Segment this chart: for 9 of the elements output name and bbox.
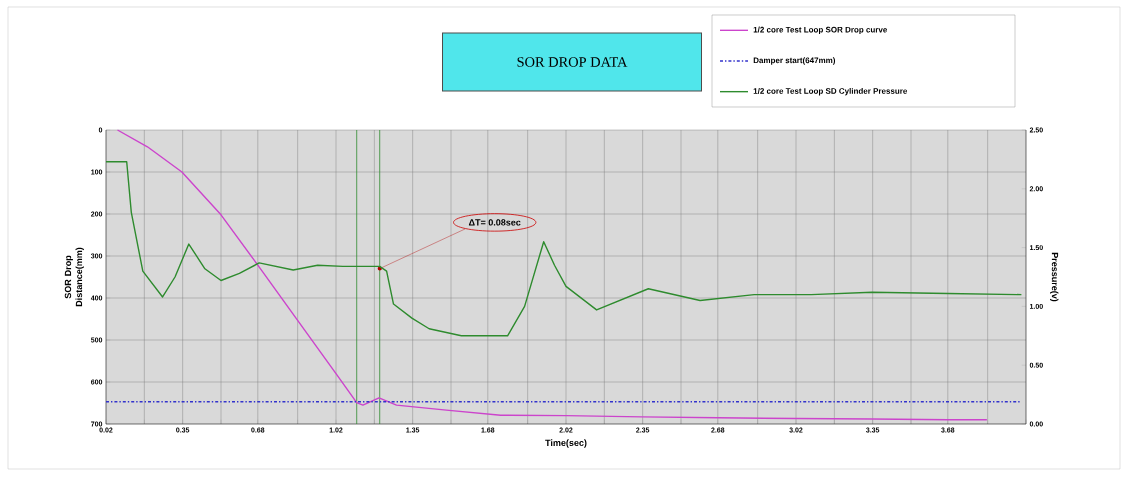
y2-axis-title: Pressure(v) (1050, 252, 1059, 302)
chart-title: SOR DROP DATA (517, 57, 628, 67)
legend-label: 1/2 core Test Loop SOR Drop curve (753, 26, 888, 35)
legend-label: Damper start(647mm) (753, 57, 836, 65)
annotation: ΔT= 0.08sec (468, 219, 521, 226)
legend-label: 1/2 core Test Loop SD Cylinder Pressure (753, 87, 908, 96)
x-axis-title: Time(sec) (545, 439, 587, 448)
line-series (116, 129, 988, 421)
y-axis-title: SOR Drop Distance(mm) (64, 247, 84, 307)
